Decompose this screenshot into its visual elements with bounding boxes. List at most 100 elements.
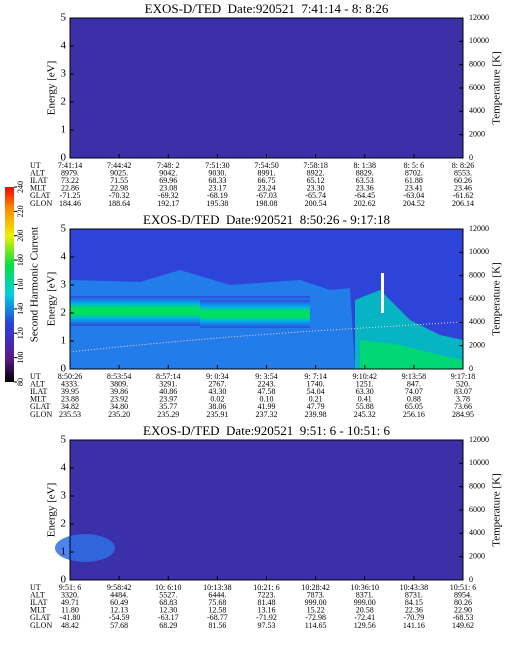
y-axis-label: Energy [eV] (46, 272, 58, 326)
row-label: UT (30, 583, 41, 592)
ephemeris-value: 48.42 (61, 621, 79, 630)
row-label: GLON (30, 410, 52, 419)
ephemeris-value: 8829. (356, 168, 374, 177)
ephemeris-value: 40.86 (159, 387, 177, 396)
ephemeris-value: 23.88 (61, 395, 79, 404)
ephemeris-value: -64.45 (354, 191, 375, 200)
ephemeris-value: 10:21: 6 (253, 583, 279, 592)
row-label: ALT (30, 168, 45, 177)
ephemeris-value: 34.80 (110, 402, 128, 411)
ephemeris-value: 13.16 (258, 606, 276, 615)
ephemeris-value: 188.64 (108, 199, 130, 208)
ephemeris-value: 9: 0:34 (206, 372, 228, 381)
ephemeris-value: 9:17:18 (451, 372, 475, 381)
y2-tick-label: 12000 (469, 435, 489, 444)
panel-title: EXOS-D/TED Date:920521 9:51: 6 - 10:51: … (143, 423, 390, 438)
ephemeris-value: -71.25 (60, 191, 81, 200)
ephemeris-value: 10:13:38 (203, 583, 231, 592)
ephemeris-value: 80.26 (454, 598, 472, 607)
ephemeris-value: 9:13:58 (402, 372, 426, 381)
spectrogram-band (200, 300, 310, 328)
ephemeris-value: 63.30 (356, 387, 374, 396)
ephemeris-value: 7223. (258, 590, 276, 599)
colorbar-tick-label: 220 (16, 205, 25, 217)
y2-tick-label: 6000 (469, 294, 485, 303)
ephemeris-value: 200.54 (305, 199, 327, 208)
ephemeris-value: 41.99 (258, 402, 276, 411)
row-label: ILAT (30, 176, 47, 185)
ephemeris-value: 47.58 (258, 387, 276, 396)
ephemeris-value: 68.33 (208, 176, 226, 185)
ephemeris-value: 97.53 (258, 621, 276, 630)
ephemeris-value: 9: 7:14 (304, 372, 326, 381)
ephemeris-value: 10:36:10 (351, 583, 379, 592)
ephemeris-value: 0.88 (407, 395, 421, 404)
y2-tick-label: 12000 (469, 13, 489, 22)
row-label: ILAT (30, 598, 47, 607)
ephemeris-value: 57.68 (110, 621, 128, 630)
ephemeris-value: 54.04 (307, 387, 325, 396)
colorbar-tick-label: 200 (16, 230, 25, 242)
y2-tick-label: 2000 (469, 129, 485, 138)
y-axis-label: Energy [eV] (46, 483, 58, 537)
ephemeris-value: 129.56 (354, 621, 376, 630)
ephemeris-value: 9: 3:54 (255, 372, 277, 381)
y-tick-label: 3 (61, 279, 67, 291)
ephemeris-value: 7:41:14 (58, 161, 82, 170)
ephemeris-value: 8731. (405, 590, 423, 599)
y2-tick-label: 6000 (469, 83, 485, 92)
ephemeris-value: 235.53 (59, 410, 81, 419)
ephemeris-value: 9030. (208, 168, 226, 177)
colorbar-tick-label: 100 (16, 352, 25, 364)
ephemeris-value: 35.77 (159, 402, 177, 411)
y2-axis-label: Temperature [K] (491, 262, 503, 335)
colorbar (5, 187, 14, 382)
y-tick-label: 3 (61, 490, 67, 502)
ephemeris-value: 23.97 (159, 395, 177, 404)
ephemeris-value: 202.62 (354, 199, 376, 208)
ephemeris-value: 22.90 (454, 606, 472, 615)
y-tick-label: 5 (61, 223, 67, 235)
ephemeris-value: -63.04 (404, 191, 425, 200)
panel-title: EXOS-D/TED Date:920521 8:50:26 - 9:17:18 (143, 212, 390, 227)
row-label: ILAT (30, 387, 47, 396)
ephemeris-value: 49.71 (61, 598, 79, 607)
y2-tick-label: 8000 (469, 59, 485, 68)
ephemeris-value: 8702. (405, 168, 423, 177)
ephemeris-value: 47.79 (307, 402, 325, 411)
ephemeris-value: 23.17 (208, 184, 226, 193)
ephemeris-value: 10:43:38 (400, 583, 428, 592)
ephemeris-value: 39.95 (61, 387, 79, 396)
ephemeris-value: 3809. (110, 379, 128, 388)
y2-tick-label: 8000 (469, 270, 485, 279)
y2-tick-label: 2000 (469, 551, 485, 560)
ephemeris-value: 23.92 (110, 395, 128, 404)
ephemeris-value: 8553. (454, 168, 472, 177)
ephemeris-value: 9025. (110, 168, 128, 177)
y-tick-label: 4 (61, 40, 67, 52)
ephemeris-value: 60.49 (110, 598, 128, 607)
ephemeris-value: 23.36 (356, 184, 374, 193)
ephemeris-value: -70.32 (109, 191, 130, 200)
spectrogram-region (360, 340, 463, 369)
ephemeris-value: 11.80 (61, 606, 79, 615)
y2-tick-label: 12000 (469, 224, 489, 233)
ephemeris-value: 235.20 (108, 410, 130, 419)
row-label: GLAT (30, 613, 51, 622)
ephemeris-value: 4333. (61, 379, 79, 388)
ephemeris-value: 284.95 (452, 410, 474, 419)
y2-tick-label: 0 (469, 153, 473, 162)
ephemeris-value: -70.79 (404, 613, 425, 622)
ephemeris-value: 184.46 (59, 199, 81, 208)
ephemeris-value: -72.41 (354, 613, 375, 622)
ephemeris-value: 8954. (454, 590, 472, 599)
ephemeris-value: -63.17 (158, 613, 179, 622)
ephemeris-value: 22.98 (110, 184, 128, 193)
ephemeris-value: 73.66 (454, 402, 472, 411)
y2-tick-label: 4000 (469, 528, 485, 537)
ephemeris-value: 68.83 (159, 598, 177, 607)
ephemeris-value: 39.86 (110, 387, 128, 396)
y2-tick-label: 4000 (469, 317, 485, 326)
ephemeris-value: 81.48 (258, 598, 276, 607)
